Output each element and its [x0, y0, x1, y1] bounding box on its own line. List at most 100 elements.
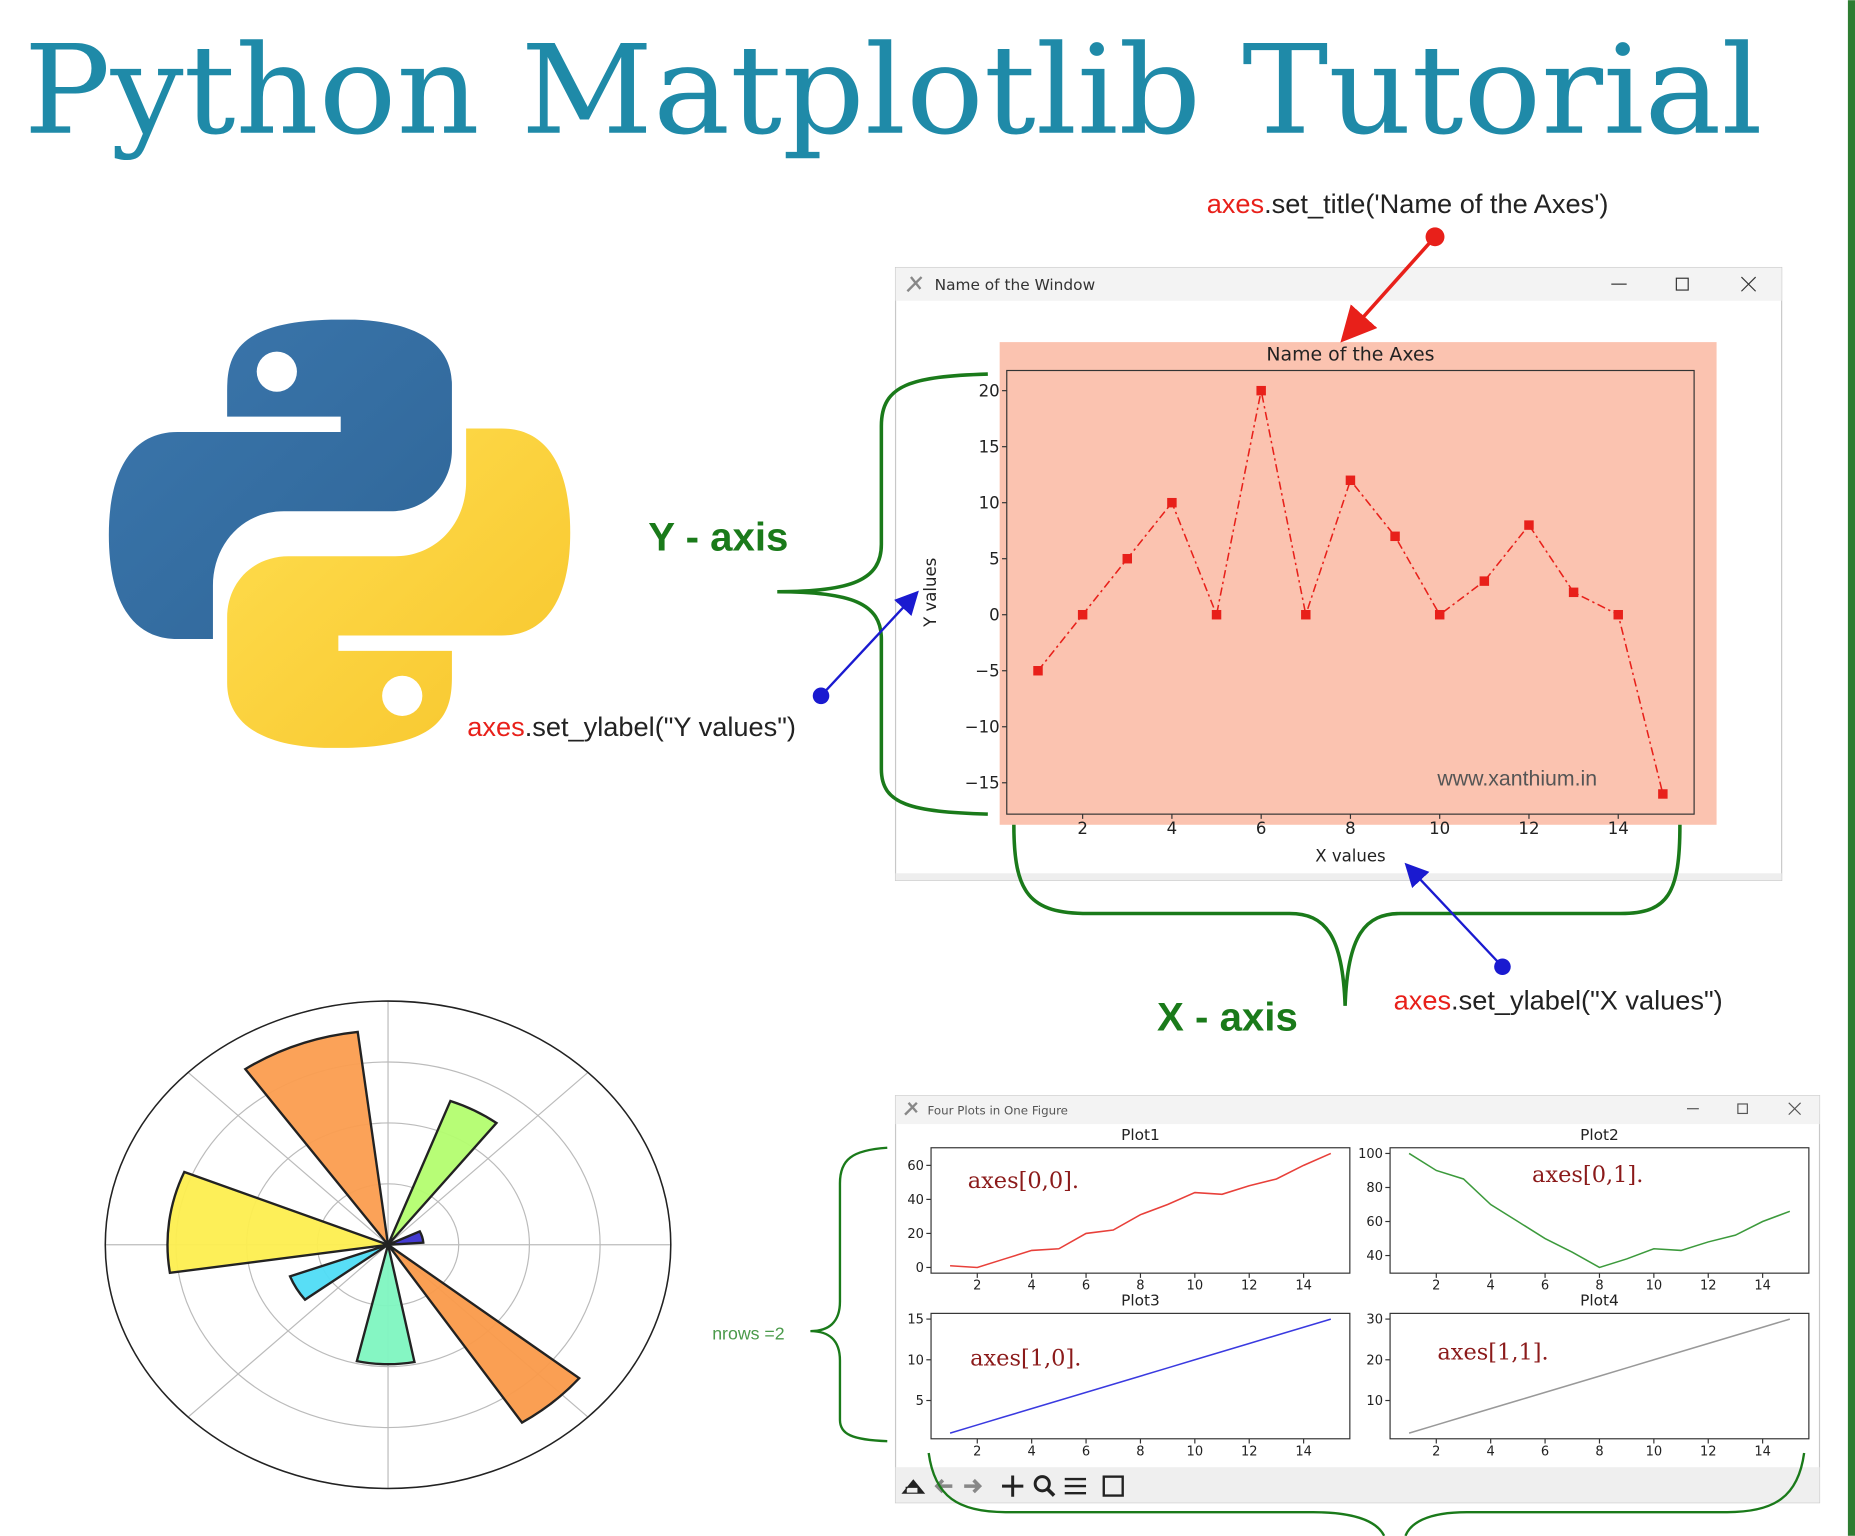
x-tick-label: 12 — [1700, 1279, 1717, 1294]
axes-title: Plot3 — [1121, 1292, 1160, 1310]
y-tick-label: 5 — [989, 550, 1000, 569]
data-marker — [1434, 609, 1445, 620]
y-tick-label: 60 — [907, 1159, 924, 1174]
x-tick-label: 2 — [1432, 1444, 1440, 1459]
x-tick-label: 14 — [1754, 1279, 1771, 1294]
save-button[interactable] — [1102, 1475, 1124, 1497]
nrows-label: nrows =2 — [712, 1323, 784, 1343]
data-marker — [1658, 789, 1668, 799]
x-axis-title: X values — [1315, 846, 1385, 865]
x-tick-label: 14 — [1295, 1444, 1312, 1459]
y-tick-label: 10 — [1366, 1394, 1383, 1409]
y-tick-label: 5 — [916, 1394, 924, 1409]
code-method: .set_title('Name of the Axes') — [1264, 188, 1608, 219]
x-tick-label: 8 — [1595, 1279, 1603, 1294]
x-tick-label: 6 — [1256, 819, 1267, 838]
data-marker — [1568, 587, 1579, 598]
data-marker — [1256, 385, 1266, 396]
x-tick-label: 14 — [1754, 1444, 1771, 1459]
x-tick-label: 10 — [1646, 1444, 1663, 1459]
close[interactable] — [1741, 276, 1757, 292]
x-tick-label: 6 — [1541, 1444, 1549, 1459]
code-method: .set_ylabel("Y values") — [525, 711, 796, 742]
cols-brace — [927, 1452, 1806, 1536]
line-chart: 2 4 6 8 10 12 14 10 20 30 Plot4 axes[1,1]. — [1366, 1292, 1810, 1459]
window-title: Four Plots in One Figure — [928, 1104, 1068, 1118]
edge-strip — [1847, 0, 1855, 1536]
axes-annotation: axes[1,0]. — [970, 1345, 1081, 1371]
data-marker — [1167, 497, 1177, 508]
angular-grid — [187, 1071, 389, 1246]
y-tick-label: 0 — [916, 1261, 924, 1276]
x-tick-label: 10 — [1187, 1444, 1204, 1459]
x-tick-label: 2 — [1432, 1279, 1440, 1294]
axes-title: Plot1 — [1121, 1126, 1160, 1144]
y-axis-title: Y values — [921, 558, 940, 628]
x-tick-label: 2 — [973, 1444, 981, 1459]
x-tick-label: 14 — [1608, 819, 1629, 838]
y-tick-label: 15 — [907, 1313, 924, 1328]
axes-frame — [1389, 1147, 1810, 1274]
axes-title: Plot2 — [1580, 1126, 1619, 1144]
angular-grid — [187, 1244, 389, 1418]
x-tick-label: 12 — [1700, 1444, 1717, 1459]
x-tick-label: 8 — [1136, 1279, 1144, 1294]
configure-button[interactable] — [1064, 1477, 1087, 1495]
data-marker — [1211, 609, 1222, 620]
y-tick-label: 20 — [1366, 1353, 1383, 1368]
x-tick-label: 4 — [1487, 1279, 1495, 1294]
line-chart: 2 4 6 8 10 12 14 −15 −10 −5 0 5 10 15 20 Name of the Ax… — [921, 342, 1717, 865]
x-tick-label: 4 — [1167, 819, 1178, 838]
zoom-button[interactable] — [1033, 1475, 1056, 1497]
maximize[interactable] — [1675, 277, 1689, 291]
axes-annotation: axes[0,1]. — [1532, 1162, 1643, 1188]
y-tick-label: 40 — [907, 1193, 924, 1208]
y-tick-label: 30 — [1366, 1313, 1383, 1328]
axes-frame — [1006, 369, 1695, 815]
close[interactable] — [1788, 1102, 1801, 1116]
x-tick-label: 6 — [1541, 1279, 1549, 1294]
x-axis-label: X - axis — [1157, 995, 1298, 1040]
polar-frame — [104, 1000, 672, 1490]
axes-title: Plot4 — [1580, 1292, 1619, 1310]
x-tick-label: 12 — [1241, 1444, 1258, 1459]
forward-button[interactable] — [964, 1478, 983, 1494]
x-tick-label: 4 — [1487, 1444, 1495, 1459]
axes-frame — [930, 1147, 1351, 1274]
data-marker — [1077, 609, 1088, 620]
x-tick-label: 12 — [1518, 819, 1539, 838]
data-marker — [1524, 520, 1534, 530]
polar-bar — [386, 1099, 499, 1246]
polar-bar — [243, 1030, 390, 1249]
y-tick-label: 15 — [979, 437, 1000, 456]
x-tick-label: 2 — [1077, 819, 1088, 838]
maximize[interactable] — [1737, 1103, 1748, 1115]
set-title-annotation: axes.set_title('Name of the Axes') — [1207, 188, 1609, 219]
data-line — [1408, 1152, 1791, 1269]
pan-button[interactable] — [1002, 1475, 1024, 1497]
annotations: axes.set_title('Name of the Axes') axes.… — [467, 188, 1722, 1343]
y-tick-label: −15 — [965, 774, 1000, 793]
polar-bar — [387, 1243, 582, 1425]
polar-bar — [288, 1243, 389, 1302]
line-chart: 2 4 6 8 10 12 14 0 20 40 60 Plot1 axes[0,0]. — [907, 1126, 1351, 1294]
x-tick-label: 2 — [973, 1279, 981, 1294]
axes-title: Name of the Axes — [1266, 344, 1434, 366]
x-tick-label: 10 — [1646, 1279, 1663, 1294]
y-axis-label: Y - axis — [648, 514, 788, 559]
data-line — [949, 1318, 1332, 1434]
y-tick-label: 20 — [907, 1227, 924, 1242]
data-line — [950, 1152, 1332, 1269]
data-marker — [1390, 531, 1400, 542]
set-ylabel-annotation: axes.set_ylabel("Y values") — [467, 711, 796, 742]
axes-annotation: axes[1,1]. — [1437, 1340, 1548, 1366]
home-button[interactable] — [901, 1479, 926, 1494]
rows-brace — [810, 1146, 888, 1443]
data-marker — [1479, 576, 1490, 586]
x-tick-label: 4 — [1028, 1444, 1036, 1459]
braces — [777, 372, 1806, 1536]
polar-bar — [355, 1244, 416, 1366]
y-brace — [777, 372, 988, 816]
data-marker — [1345, 475, 1356, 486]
watermark: www.xanthium.in — [1436, 767, 1597, 791]
